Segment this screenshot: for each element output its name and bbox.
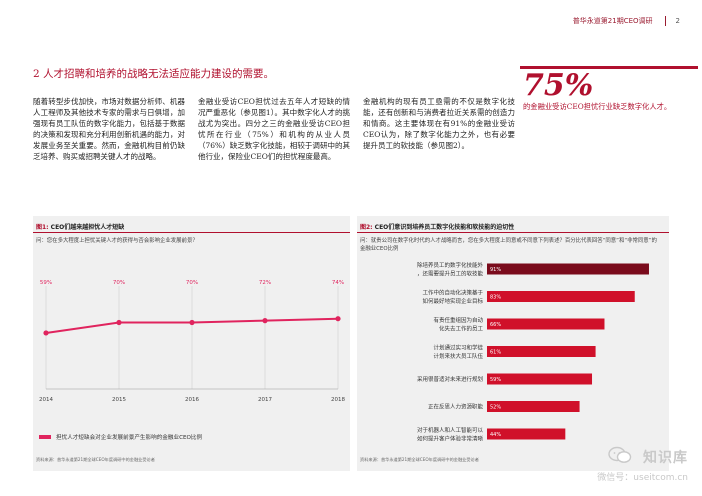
x-tick-label: 2015: [112, 397, 126, 403]
data-label: 70%: [113, 280, 125, 286]
legend-label: 担忧人才短缺会对企业发展前景产生影响的金融业CEO比例: [56, 435, 203, 441]
figure-1-label: 图1:: [36, 224, 49, 231]
figure-2-title: 图2: CEO们意识到培养员工数字化技能和软技能的迫切性: [360, 222, 514, 231]
bar-value-label: 52%: [490, 405, 501, 411]
bar-category-label: 计划通过实习和学徒计划来扶大员工队伍: [433, 344, 483, 361]
bar-value-label: 61%: [490, 350, 501, 356]
x-tick-label: 2018: [331, 397, 345, 403]
bar-category-label: 采用很普适对未来进行规划: [417, 375, 483, 383]
bar-category-label: 正在反思人力资源职能: [428, 403, 484, 411]
figure-1-title: 图1: CEO们越来越担忧人才短缺: [36, 222, 124, 231]
figure-2-panel: 图2: CEO们意识到培养员工数字化技能和软技能的迫切性 问：就贵公司在数字化时…: [357, 216, 669, 471]
page-number: 2: [675, 17, 680, 25]
bar-value-label: 91%: [490, 267, 501, 273]
body-column-1: 随着转型步伐加快，市场对数据分析师、机器人工程师及其他技术专家的需求与日俱增，加…: [33, 97, 185, 162]
data-point: [189, 319, 195, 326]
data-label: 72%: [259, 280, 271, 286]
body-column-2: 金融业受访CEO担忧过去五年人才短缺的情况严重恶化（参见图1）。其中数字化人才的…: [198, 97, 350, 162]
bar: [487, 401, 580, 412]
x-tick-label: 2016: [185, 397, 199, 403]
body-column-3: 金融机构的现有员工亟需的不仅是数字化技能，还有创新和与消费者拉近关系需的创造力和…: [363, 97, 515, 151]
bar: [487, 346, 596, 357]
figure-1-question: 问：您在多大程度上担忧关键人才的获得与否会影响企业发展前景？: [36, 238, 198, 244]
bar-value-label: 83%: [490, 295, 501, 301]
bar-category-label: 对于机器人和人工智能可以如何提升客户体验非常清晰: [417, 426, 484, 443]
legend-swatch: [39, 435, 51, 439]
section-title: 2 人才招聘和培养的战略无法适应能力建设的需要。: [33, 68, 275, 80]
stat-caption: 的金融业受访CEO担忧行业缺乏数字化人才。: [523, 102, 672, 111]
bar-value-label: 59%: [490, 377, 501, 383]
bar: [487, 291, 635, 302]
figure-2-label: 图2:: [360, 224, 373, 231]
data-label: 74%: [332, 280, 344, 286]
line-chart-legend: 担忧人才短缺会对企业发展前景产生影响的金融业CEO比例: [39, 433, 202, 441]
header-title: 普华永道第21期CEO调研: [572, 17, 653, 25]
figure-2-question: 问：就贵公司在数字化时代的人才战略而言，您在多大程度上同意或不同意下列表述？百分…: [360, 238, 657, 252]
bar: [487, 428, 566, 440]
x-tick-label: 2017: [258, 397, 272, 403]
data-label: 59%: [40, 280, 52, 286]
bar: [487, 318, 605, 330]
figure-2-rule: [357, 232, 669, 233]
data-label: 70%: [186, 280, 198, 286]
bar-chart: 除培养员工的数字化技能外，还需要提升员工的软技能 91% 工作中的自动化决策基于如何…: [417, 261, 649, 443]
x-tick-label: 2014: [39, 397, 53, 403]
figure-1-source: 资料来源：普华永道第21期全球CEO年度调研中的金融业受访者: [36, 457, 155, 462]
figure-2-title-text: CEO们意识到培养员工数字化技能和软技能的迫切性: [374, 224, 515, 231]
watermark-sub: 微信号：useitcom.cn: [597, 473, 688, 483]
watermark: 知识库 微信号：useitcom.cn: [578, 446, 688, 486]
wechat-icon: [608, 446, 632, 463]
data-point: [116, 319, 122, 326]
data-point: [262, 318, 268, 324]
figure-2-source: 资料来源：普华永道第21期全球CEO年度调研中的金融业受访者: [360, 457, 479, 462]
figure-1-panel: 图1: CEO们越来越担忧人才短缺 问：您在多大程度上担忧关键人才的获得与否会影…: [33, 216, 350, 471]
page-header: 普华永道第21期CEO调研 2: [573, 16, 680, 26]
bar: [487, 263, 649, 275]
data-point: [335, 316, 341, 322]
bar-category-label: 有责任重组因为自动化失去工作的员工: [433, 316, 483, 333]
line-chart: 59% 2014 70% 2015 70% 2016 72% 2017 74% 2018: [39, 280, 345, 403]
bar-value-label: 66%: [490, 322, 501, 328]
header-divider: [664, 16, 666, 26]
bar: [487, 373, 593, 385]
bar-category-label: 工作中的自动化决策基于如何最好地实现企业目标: [422, 289, 483, 306]
stat-value: 75%: [523, 68, 594, 103]
bar-value-label: 44%: [490, 432, 501, 438]
figure-1-rule: [33, 232, 350, 233]
data-point: [43, 330, 49, 336]
watermark-name: 知识库: [643, 450, 688, 466]
figure-1-title-text: CEO们越来越担忧人才短缺: [50, 224, 125, 231]
bar-category-label: 除培养员工的数字化技能外，还需要提升员工的软技能: [417, 261, 484, 278]
stat-callout: 75% 的金融业受访CEO担忧行业缺乏数字化人才。: [520, 66, 698, 112]
